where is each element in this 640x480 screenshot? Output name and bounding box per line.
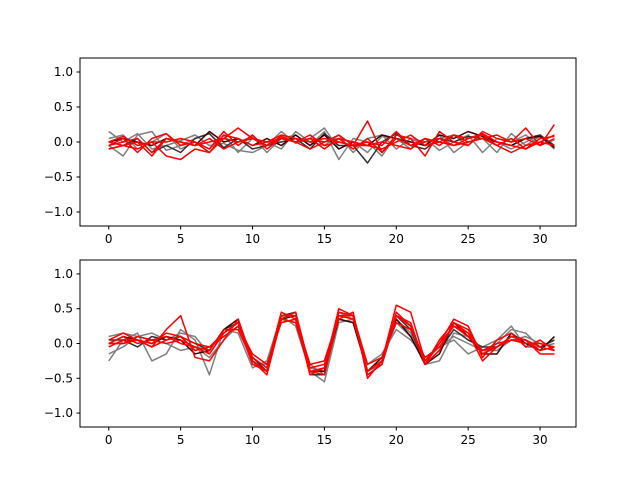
series-line-8	[108, 132, 555, 157]
y-tick-label: −1.0	[44, 205, 73, 219]
y-tick-label: 0.5	[54, 302, 73, 316]
x-tick-label: 5	[177, 433, 185, 447]
y-tick-label: 0.5	[54, 100, 73, 114]
y-tick-label: 1.0	[54, 65, 73, 79]
x-tick-label: 20	[389, 232, 404, 246]
y-tick-label: −0.5	[44, 371, 73, 385]
x-tick-label: 0	[105, 433, 113, 447]
x-tick-label: 15	[317, 232, 332, 246]
series-line-7	[108, 130, 555, 150]
subplot-1: 0 5 10 15 20 25 30 −1.0 −0.5 0.0 0.5 1.0	[44, 57, 577, 246]
x-tick-label: 30	[532, 433, 547, 447]
series-lines	[108, 120, 556, 164]
y-tick-label: 1.0	[54, 267, 73, 281]
y-tick-label: 0.0	[54, 135, 73, 149]
subplot-2: 0 5 10 15 20 25 30 −1.0 −0.5 0.0 0.5 1.0	[44, 259, 577, 447]
subplots: 0 5 10 15 20 25 30 −1.0 −0.5 0.0 0.5 1.0 0 5 10 15 20 25 3…	[44, 57, 577, 447]
y-tick-label: −1.0	[44, 406, 73, 420]
x-tick-label: 10	[245, 433, 260, 447]
x-tick-label: 20	[389, 433, 404, 447]
x-tick-label: 10	[245, 232, 260, 246]
series-lines	[108, 304, 555, 383]
x-tick-label: 25	[461, 232, 476, 246]
x-tick-label: 5	[177, 232, 185, 246]
series-line-9	[108, 311, 555, 376]
x-tick-label: 15	[317, 433, 332, 447]
x-tick-label: 30	[532, 232, 547, 246]
series-line-10	[108, 314, 555, 376]
y-tick-label: −0.5	[44, 170, 73, 184]
x-tick-label: 25	[461, 433, 476, 447]
y-tick-label: 0.0	[54, 337, 73, 351]
x-tick-label: 0	[105, 232, 113, 246]
series-line-10	[108, 134, 555, 161]
